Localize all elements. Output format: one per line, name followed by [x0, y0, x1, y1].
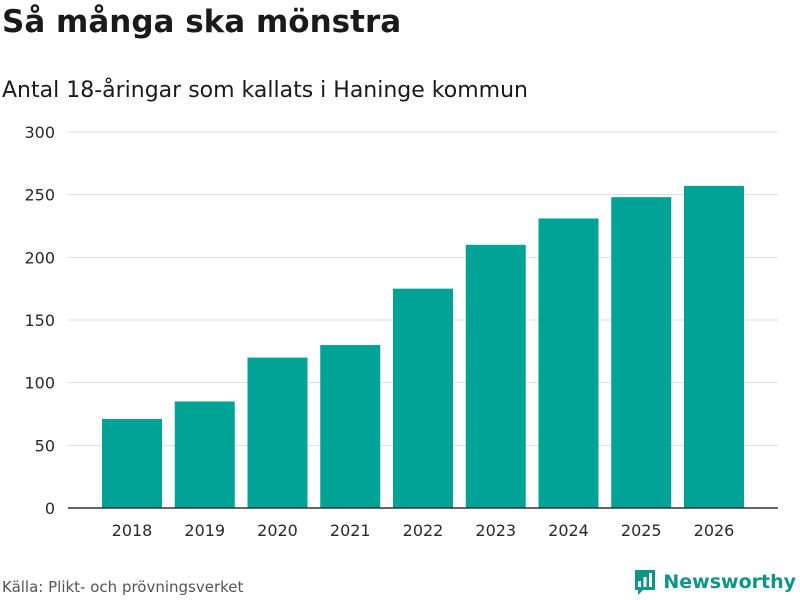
x-tick-label: 2024 [548, 521, 589, 540]
x-tick-label: 2019 [184, 521, 225, 540]
y-tick-label: 150 [24, 311, 55, 330]
bar-2018 [102, 419, 162, 508]
brand-name: Newsworthy [663, 571, 796, 593]
bar-2025 [611, 197, 672, 508]
y-tick-label: 300 [24, 123, 55, 142]
x-tick-label: 2022 [403, 521, 444, 540]
axes: 0 50 100 150 200 250 300 2018 2019 2020 2021 2022 20… [24, 123, 778, 540]
chart-title: Så många ska mönstra [2, 4, 402, 40]
x-tick-label: 2026 [694, 521, 735, 540]
x-tick-label: 2025 [621, 521, 662, 540]
y-tick-label: 250 [24, 186, 55, 205]
y-tick-label: 50 [35, 436, 55, 455]
newsworthy-chart-icon [635, 570, 656, 595]
x-tick-label: 2023 [475, 521, 516, 540]
brand-logo: Newsworthy [633, 568, 796, 596]
y-tick-label: 200 [24, 248, 55, 267]
x-tick-label: 2020 [257, 521, 298, 540]
bar-2022 [393, 288, 453, 508]
source-note: Källa: Plikt- och prövningsverket [2, 578, 244, 596]
bar-2026 [684, 185, 744, 509]
bar-2020 [247, 357, 308, 508]
x-tick-label: 2021 [330, 521, 371, 540]
bar-2021 [320, 345, 381, 508]
y-tick-label: 0 [45, 499, 55, 518]
bar-2019 [174, 401, 235, 508]
bar-2023 [465, 244, 526, 509]
bar-2024 [538, 218, 599, 509]
x-tick-label: 2018 [112, 521, 153, 540]
y-tick-label: 100 [24, 374, 55, 393]
chart-subtitle: Antal 18-åringar som kallats i Haninge k… [2, 78, 528, 103]
bars [102, 185, 744, 509]
